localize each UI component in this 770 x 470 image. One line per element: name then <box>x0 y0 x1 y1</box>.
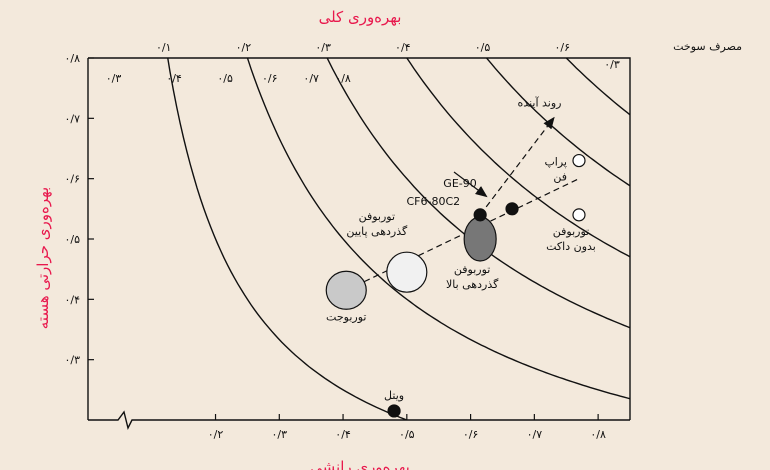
x-tick-label: ۰/۲ <box>208 428 224 441</box>
y-tick-label: ۰/۸ <box>64 52 80 65</box>
data-point <box>386 251 428 293</box>
data-point <box>505 202 519 216</box>
data-point-label: ویتل <box>384 389 404 402</box>
overall-efficiency-label: ۰/۴ <box>395 41 411 54</box>
data-point <box>387 404 401 418</box>
y-tick-label: ۰/۴ <box>64 293 80 306</box>
overall-efficiency-curves <box>167 58 630 420</box>
data-point-label-line: توربوفن <box>359 210 395 223</box>
overall-efficiency-curve <box>167 58 409 420</box>
trend-line <box>345 178 580 291</box>
sfc-tick-label: ۰/۸ <box>335 72 351 85</box>
sfc-tick-label: ۰/۶ <box>262 72 278 85</box>
data-point-label: توربوفن گذردهی بالا <box>446 263 499 291</box>
x-tick-label: ۰/۷ <box>527 428 543 441</box>
sfc-axis-label-line-1: مصرف سوخت <box>673 40 742 53</box>
data-point-label-line: بدون داکت <box>546 240 596 253</box>
overall-efficiency-curve <box>326 58 630 329</box>
chart-title: بهره‌وری کلی <box>319 8 402 26</box>
data-point-label: پراپ فن <box>544 156 567 184</box>
data-point-label-line: فن <box>553 171 567 184</box>
y-tick-label: ۰/۳ <box>64 354 80 367</box>
y-tick-label: ۰/۶ <box>64 173 80 186</box>
overall-efficiency-label: ۰/۱ <box>156 41 172 54</box>
ge90-pointer <box>453 171 488 198</box>
overall-efficiency-curve <box>406 58 630 258</box>
x-tick-label: ۰/۶ <box>463 428 479 441</box>
trend-label: روند آینده <box>518 95 562 109</box>
data-point-label: توربوفن بدون داکت <box>546 225 596 253</box>
sfc-tick-label: ۰/۷ <box>303 72 319 85</box>
data-point-label-line: پراپ <box>544 156 567 169</box>
overall-efficiency-label: ۰/۵ <box>475 41 491 54</box>
data-point <box>325 270 367 310</box>
trend-lines <box>345 116 580 291</box>
x-tick-label: ۰/۵ <box>399 428 415 441</box>
data-point <box>463 216 497 262</box>
plot-frame <box>87 57 631 431</box>
data-point-label: توربوجت <box>326 310 366 323</box>
overall-efficiency-label: ۰/۶ <box>554 41 570 54</box>
data-point-label-line: گذردهی بالا <box>446 278 499 291</box>
data-point-label-line: توربوفن <box>454 263 490 276</box>
data-points <box>325 153 586 418</box>
trend-arrow <box>479 116 555 216</box>
x-tick-label: ۰/۴ <box>335 428 351 441</box>
y-tick-label: ۰/۵ <box>64 233 80 246</box>
data-point-label: توربوفن گذردهی پایین <box>346 210 408 238</box>
x-tick-label: ۰/۸ <box>590 428 606 441</box>
overall-efficiency-curve <box>246 58 630 400</box>
data-point-label: CF6-80C2 <box>406 195 460 208</box>
overall-efficiency-curve <box>485 58 630 187</box>
data-point-label-line: توربوفن <box>553 225 589 238</box>
sfc-axis-label: مصرف سوخت <box>673 40 742 53</box>
tick-labels: ۰/۱ ۰/۲ ۰/۳ ۰/۴ ۰/۵ ۰/۶ ۰/۲ ۰/۳ ۰/۴ ۰/۵ ۰/۶ ۰/۷ ۰/۸ ۰… <box>64 41 619 441</box>
sfc-tick-label: ۰/۴ <box>166 72 182 85</box>
data-point <box>572 153 586 168</box>
sfc-tick-label: ۰/۵ <box>217 72 233 85</box>
x-axis-line-with-break <box>88 410 630 431</box>
x-tick-label: ۰/۳ <box>272 428 288 441</box>
data-point-label-line: گذردهی پایین <box>346 225 408 238</box>
x-axis-label: بهره‌وری رانشی <box>310 458 410 470</box>
overall-efficiency-label: ۰/۲ <box>236 41 252 54</box>
sfc-tick-label: ۰/۳ <box>106 72 122 85</box>
y-axis-label: بهره‌وری حرارتی هسته <box>34 187 52 330</box>
data-point <box>572 208 586 222</box>
overall-efficiency-label: ۰/۳ <box>315 41 331 54</box>
point-labels: روند آینده ویتل توربوجت توربوفن گذردهی پایین… <box>326 95 596 402</box>
data-point <box>473 208 487 222</box>
y-tick-label: ۰/۷ <box>64 112 80 125</box>
sfc-end-tick: ۰/۳ <box>604 58 620 71</box>
data-point-label: GE-90 <box>443 177 476 190</box>
